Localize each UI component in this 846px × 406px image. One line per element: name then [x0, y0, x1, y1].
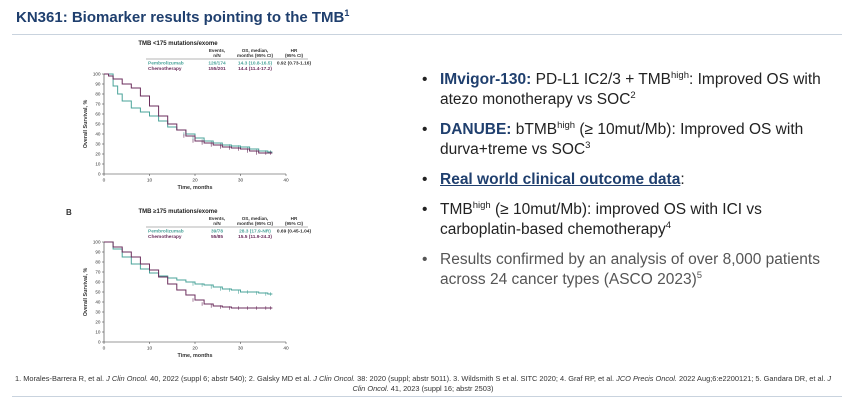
bullet-dot: •: [422, 71, 428, 88]
table-header-2: OS, median, months (95% CI): [237, 48, 273, 58]
bullet-danube: • DANUBE: bTMBhigh (≥ 10mut/Mb): Improve…: [420, 120, 830, 160]
bullet-dot: •: [422, 121, 428, 138]
x-tick-label: 30: [238, 178, 244, 184]
bullet-dot: •: [422, 251, 428, 268]
y-tick-label: 60: [95, 280, 101, 285]
bullet-sup: high: [557, 119, 576, 131]
km-curve-pembrolizumab: [104, 241, 273, 295]
y-axis-label: Overall Survival, %: [83, 100, 89, 149]
table-row-hr: 0.92 (0.73-1.16): [277, 61, 312, 67]
y-tick-label: 100: [93, 240, 101, 245]
y-tick-label: 70: [95, 270, 101, 275]
footnote: 1. Morales-Barrera R, et al. J Clin Onco…: [14, 374, 832, 393]
table-row-os: 14.3 (10.8-16.5): [238, 61, 273, 67]
bullet-dot: •: [422, 171, 428, 188]
y-tick-label: 0: [98, 172, 101, 177]
y-tick-label: 10: [95, 330, 101, 335]
table-header-3: HR (95% CI): [285, 216, 304, 226]
chart-title: TMB <175 mutations/exome: [138, 41, 218, 47]
y-tick-label: 80: [95, 92, 101, 97]
chart-title: TMB ≥175 mutations/exome: [139, 209, 219, 215]
bullet-text: :: [680, 171, 685, 188]
y-tick-label: 50: [95, 122, 101, 127]
bullet-dot: •: [422, 201, 428, 218]
x-tick-label: 10: [147, 346, 153, 352]
slide-title: KN361: Biomarker results pointing to the…: [16, 8, 350, 27]
panel-b-label: B: [66, 208, 72, 217]
x-tick-label: 10: [147, 178, 153, 184]
table-row-label: Pembrolizumab: [148, 61, 184, 67]
bullet-ref: 4: [665, 219, 672, 231]
bullet-heading: DANUBE:: [440, 121, 512, 138]
table-row-os: 15.5 (11.9-24.3): [238, 234, 272, 240]
y-tick-label: 90: [95, 250, 101, 255]
table-header-1: Events, n/N: [209, 48, 225, 58]
y-tick-label: 80: [95, 260, 101, 265]
bullet-imvigor: • IMvigor-130: PD-L1 IC2/3 + TMBhigh: Im…: [420, 70, 830, 110]
y-tick-label: 70: [95, 102, 101, 107]
y-tick-label: 30: [95, 142, 101, 147]
x-tick-label: 40: [283, 178, 289, 184]
km-curve-chemotherapy: [104, 241, 273, 309]
y-tick-label: 90: [95, 82, 101, 87]
x-tick-label: 20: [192, 346, 198, 352]
y-tick-label: 20: [95, 152, 101, 157]
x-tick-label: 30: [238, 346, 244, 352]
x-axis-label: Time, months: [178, 185, 213, 191]
bullet-asco: • Results confirmed by an analysis of ov…: [420, 250, 830, 290]
table-row-os: 14.4 (11.4-17.2): [238, 66, 272, 72]
km-curve-pembrolizumab: [104, 73, 273, 153]
table-row-label: Chemotherapy: [148, 66, 182, 72]
table-row-hr: 0.69 (0.45-1.04): [277, 229, 312, 235]
y-tick-label: 20: [95, 320, 101, 325]
footer-divider: [12, 396, 842, 397]
table-header-2: OS, median, months (95% CI): [237, 216, 273, 226]
bullet-text: PD-L1 IC2/3 + TMB: [531, 71, 672, 88]
bullet-text: Results confirmed by an analysis of over…: [440, 251, 820, 288]
table-row-events: 55/85: [211, 234, 223, 240]
title-divider: [12, 34, 842, 35]
x-tick-label: 0: [103, 178, 106, 184]
table-row-os: 28.3 (17.9-NR): [239, 229, 271, 235]
km-curve-chemotherapy: [104, 73, 273, 154]
bullet-real-world: • Real world clinical outcome data:: [420, 170, 830, 190]
bullet-heading: Real world clinical outcome data: [440, 171, 681, 188]
y-tick-label: 0: [98, 340, 101, 345]
table-row-events: 126/174: [208, 61, 226, 67]
table-row-events: 155/201: [208, 66, 226, 72]
y-tick-label: 30: [95, 310, 101, 315]
bullet-sup: high: [671, 69, 689, 81]
bullet-ref: 5: [696, 269, 703, 281]
y-axis-label: Overall Survival, %: [83, 268, 89, 317]
bullet-ref: 3: [585, 139, 591, 151]
table-row-label: Chemotherapy: [148, 234, 182, 240]
x-tick-label: 0: [103, 346, 106, 352]
x-tick-label: 40: [283, 346, 289, 352]
y-tick-label: 40: [95, 132, 101, 137]
bullet-heading: IMvigor-130:: [440, 71, 532, 88]
y-tick-label: 100: [93, 72, 101, 77]
bullet-text: (≥ 10mut/Mb): Improved OS with durva+tre…: [440, 121, 804, 158]
table-row-events: 39/78: [211, 229, 223, 235]
bullet-text: (≥ 10mut/Mb): improved OS with ICI vs ca…: [440, 201, 762, 238]
bullet-tmb-high: • TMBhigh (≥ 10mut/Mb): improved OS with…: [420, 200, 830, 240]
y-tick-label: 40: [95, 300, 101, 305]
bullet-text: : Improved OS with atezo monotherapy vs …: [440, 71, 821, 108]
y-tick-label: 50: [95, 290, 101, 295]
table-header-3: HR (95% CI): [285, 48, 304, 58]
bullet-ref: 2: [630, 89, 636, 101]
y-tick-label: 10: [95, 162, 101, 167]
bullet-sup: high: [472, 199, 491, 211]
x-axis-label: Time, months: [178, 353, 213, 359]
bullet-text: TMB: [440, 201, 473, 218]
title-superscript: 1: [344, 8, 350, 18]
table-row-label: Pembrolizumab: [148, 229, 184, 235]
table-header-1: Events, n/N: [209, 216, 225, 226]
bullet-text: bTMB: [511, 121, 558, 138]
bullet-list: • IMvigor-130: PD-L1 IC2/3 + TMBhigh: Im…: [420, 70, 830, 300]
x-tick-label: 20: [192, 178, 198, 184]
y-tick-label: 60: [95, 112, 101, 117]
